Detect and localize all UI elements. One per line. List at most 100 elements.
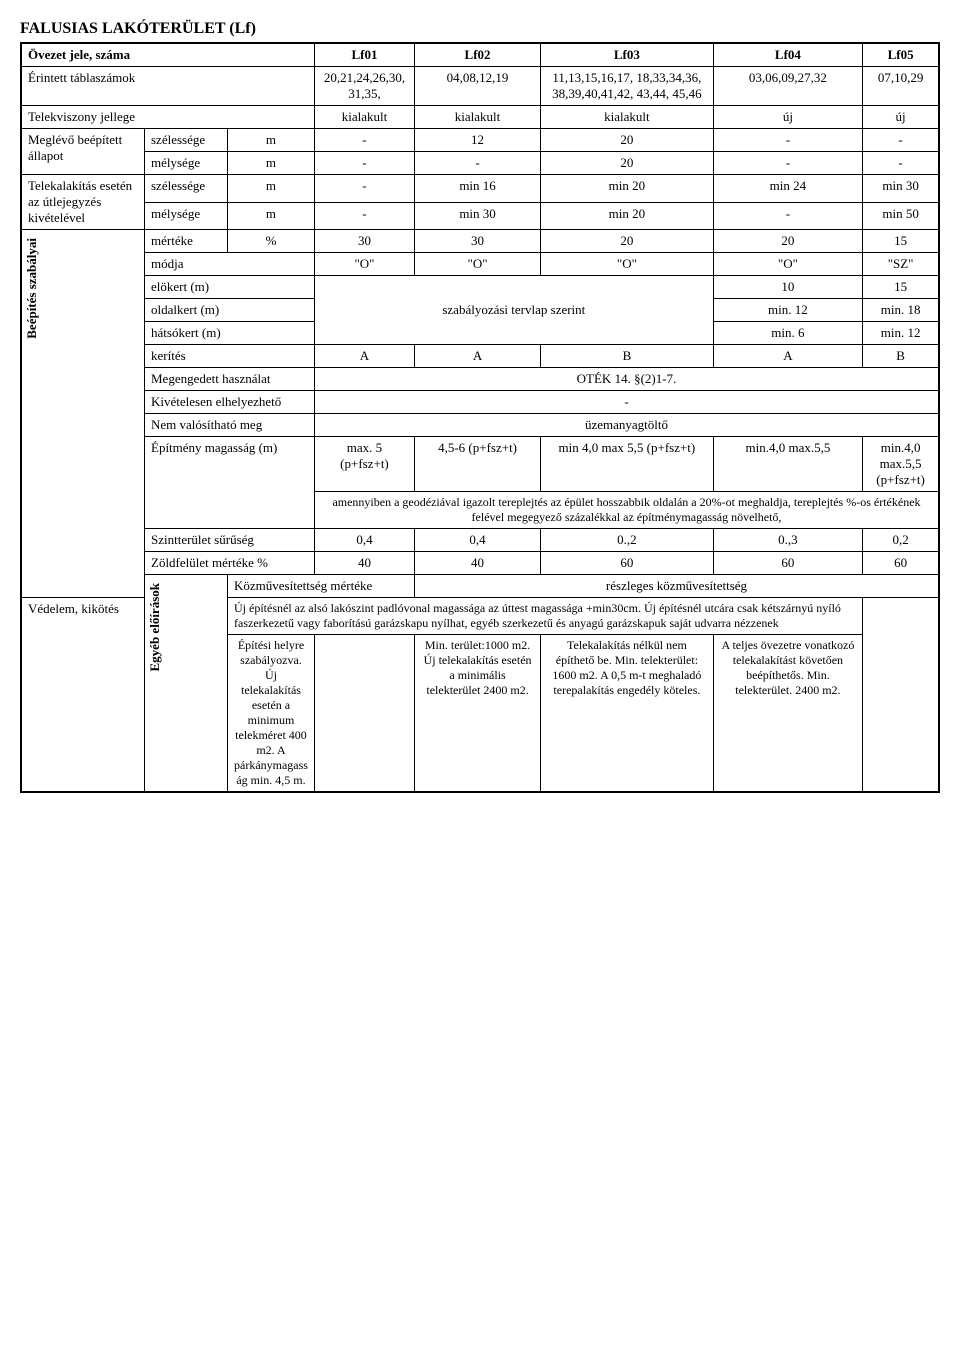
- cell: 40: [314, 552, 414, 575]
- cell: -: [713, 202, 863, 230]
- cell: min 20: [541, 175, 714, 203]
- m-label: mélysége: [145, 152, 228, 175]
- zoldfelulet-label: Zöldfelület mértéke %: [145, 552, 315, 575]
- cell: -: [713, 129, 863, 152]
- cell: 15: [863, 230, 939, 253]
- sz-label: szélessége: [145, 175, 228, 203]
- cell: 30: [314, 230, 414, 253]
- cell: A teljes övezetre vonatkozó telekalakítá…: [713, 635, 863, 793]
- cell: -: [863, 129, 939, 152]
- cell: Építési helyre szabályozva. Új telekalak…: [228, 635, 315, 793]
- cell: üzemanyagtöltő: [314, 414, 939, 437]
- cell: 0.,3: [713, 529, 863, 552]
- cell: -: [713, 152, 863, 175]
- cell: B: [541, 345, 714, 368]
- sz-label: szélessége: [145, 129, 228, 152]
- mertek-label: mértéke: [145, 230, 228, 253]
- cell: -: [314, 152, 414, 175]
- cell: 12: [414, 129, 540, 152]
- unit: %: [228, 230, 315, 253]
- kivetelesen-label: Kivételesen elhelyezhető: [145, 391, 315, 414]
- cell: "O": [541, 253, 714, 276]
- cell: max. 5 (p+fsz+t): [314, 437, 414, 492]
- col-lf02: Lf02: [414, 43, 540, 67]
- szintterulet-label: Szintterület sűrűség: [145, 529, 315, 552]
- cell: -: [314, 129, 414, 152]
- cell: A: [713, 345, 863, 368]
- cell: "SZ": [863, 253, 939, 276]
- cell: min. 12: [863, 322, 939, 345]
- cell: min 50: [863, 202, 939, 230]
- cell: -: [863, 152, 939, 175]
- cell: 10: [713, 276, 863, 299]
- cell: 4,5-6 (p+fsz+t): [414, 437, 540, 492]
- cell: B: [863, 345, 939, 368]
- cell: min 20: [541, 202, 714, 230]
- cell: min 24: [713, 175, 863, 203]
- cell: A: [314, 345, 414, 368]
- meglevo-label: Meglévő beépített állapot: [21, 129, 145, 175]
- col-lf05: Lf05: [863, 43, 939, 67]
- cell: részleges közművesítettség: [414, 575, 939, 598]
- cell: 60: [713, 552, 863, 575]
- telekviszony-label: Telekviszony jellege: [21, 106, 314, 129]
- cell: 20: [713, 230, 863, 253]
- cell: OTÉK 14. §(2)1-7.: [314, 368, 939, 391]
- cell: 30: [414, 230, 540, 253]
- cell: 20: [541, 152, 714, 175]
- zoning-table: Övezet jele, száma Lf01 Lf02 Lf03 Lf04 L…: [20, 42, 940, 793]
- cell: 03,06,09,27,32: [713, 67, 863, 106]
- beepites-header: Beépítés szabályai: [22, 230, 42, 347]
- cell: 0,4: [314, 529, 414, 552]
- cell: 0,2: [863, 529, 939, 552]
- zone-label: Övezet jele, száma: [21, 43, 314, 67]
- telekalakitas-label: Telekalakítás esetén az útlejegyzés kivé…: [21, 175, 145, 230]
- page-title: FALUSIAS LAKÓTERÜLET (Lf): [20, 20, 940, 38]
- cell: 20: [541, 230, 714, 253]
- cell: 11,13,15,16,17, 18,33,34,36, 38,39,40,41…: [541, 67, 714, 106]
- cell: min. 6: [713, 322, 863, 345]
- szabalyozasi: szabályozási tervlap szerint: [314, 276, 713, 345]
- cell: új: [863, 106, 939, 129]
- cell: min 16: [414, 175, 540, 203]
- unit: m: [228, 175, 315, 203]
- cell: új: [713, 106, 863, 129]
- unit: m: [228, 202, 315, 230]
- m-label: mélysége: [145, 202, 228, 230]
- cell: -: [314, 175, 414, 203]
- cell: min 4,0 max 5,5 (p+fsz+t): [541, 437, 714, 492]
- cell: "O": [713, 253, 863, 276]
- oldalkert-label: oldalkert (m): [145, 299, 315, 322]
- kozmu-label: Közművesítettség mértéke: [228, 575, 415, 598]
- cell: "O": [314, 253, 414, 276]
- cell: "O": [414, 253, 540, 276]
- egyeb-header: Egyéb előírások: [145, 575, 165, 679]
- cell: min. 18: [863, 299, 939, 322]
- cell: min.4,0 max.5,5 (p+fsz+t): [863, 437, 939, 492]
- cell: 20: [541, 129, 714, 152]
- cell: 60: [863, 552, 939, 575]
- cell: 15: [863, 276, 939, 299]
- col-lf01: Lf01: [314, 43, 414, 67]
- cell: 0.,2: [541, 529, 714, 552]
- cell: min. 12: [713, 299, 863, 322]
- megengedett-label: Megengedett használat: [145, 368, 315, 391]
- nemvalosithato-label: Nem valósítható meg: [145, 414, 315, 437]
- unit: m: [228, 129, 315, 152]
- cell: Telekalakítás nélkül nem építhető be. Mi…: [541, 635, 714, 793]
- col-lf03: Lf03: [541, 43, 714, 67]
- cell: 0,4: [414, 529, 540, 552]
- cell: -: [314, 391, 939, 414]
- cell: 04,08,12,19: [414, 67, 540, 106]
- cell: 60: [541, 552, 714, 575]
- kerites-label: kerítés: [145, 345, 315, 368]
- unit: m: [228, 152, 315, 175]
- cell: -: [314, 202, 414, 230]
- cell: kialakult: [314, 106, 414, 129]
- vedelem-label: Védelem, kikötés: [21, 598, 228, 793]
- erintett-label: Érintett táblaszámok: [21, 67, 314, 106]
- col-lf04: Lf04: [713, 43, 863, 67]
- elokert-label: elökert (m): [145, 276, 315, 299]
- cell: -: [414, 152, 540, 175]
- cell: 40: [414, 552, 540, 575]
